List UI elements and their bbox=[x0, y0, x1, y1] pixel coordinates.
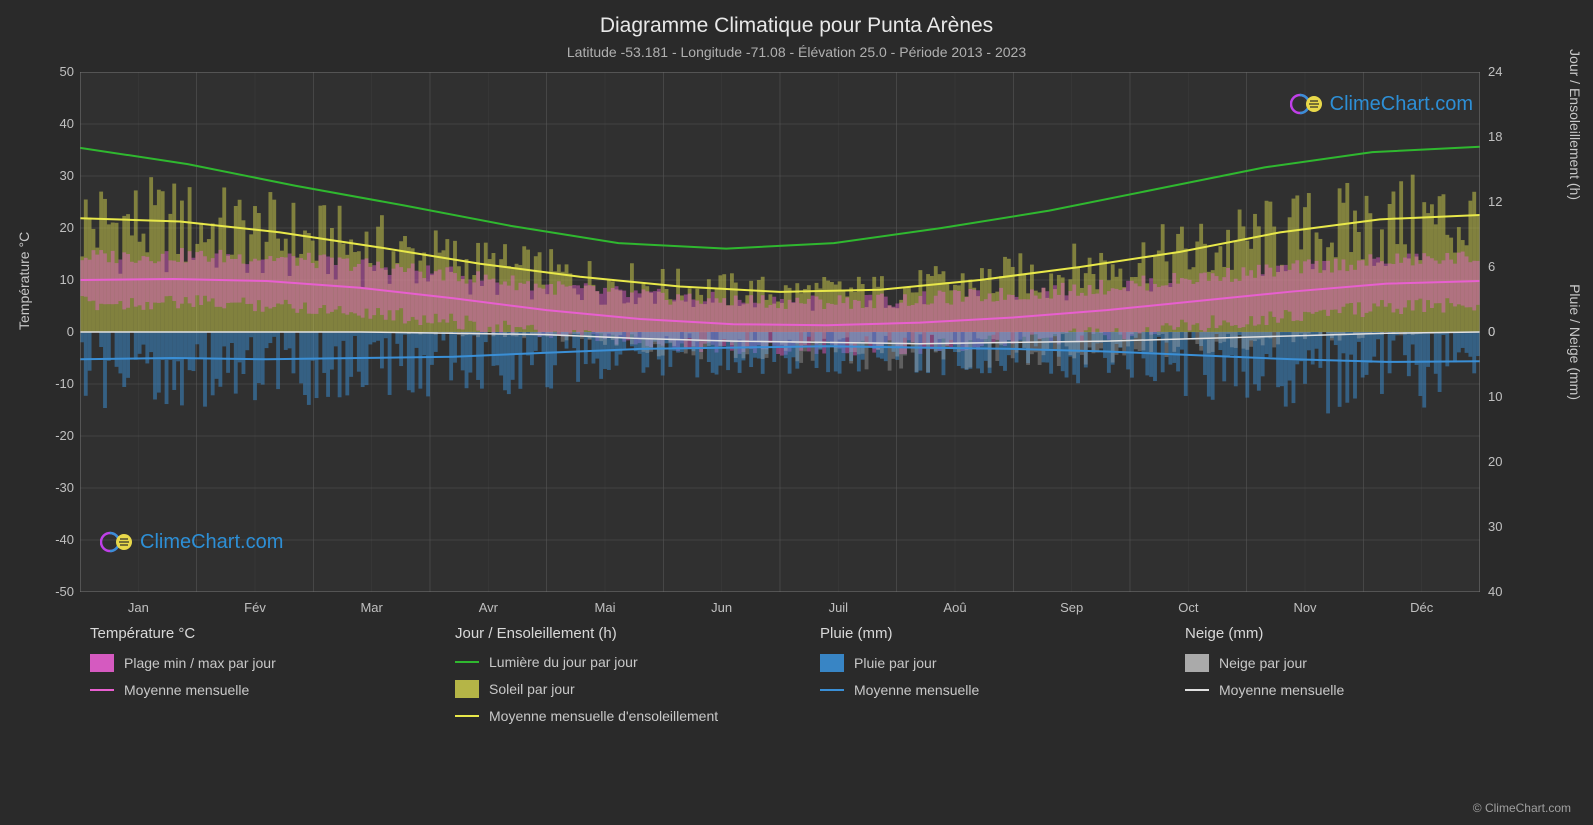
legend-swatch bbox=[455, 661, 479, 663]
chart-subtitle: Latitude -53.181 - Longitude -71.08 - Él… bbox=[0, 44, 1593, 60]
legend-swatch bbox=[1185, 689, 1209, 691]
watermark-text: ClimeChart.com bbox=[1330, 93, 1473, 116]
x-tick-month: Aoû bbox=[925, 600, 985, 615]
chart-svg bbox=[80, 72, 1480, 592]
logo-icon bbox=[100, 530, 134, 554]
legend-item: Moyenne mensuelle d'ensoleillement bbox=[455, 708, 780, 724]
legend-swatch bbox=[820, 689, 844, 691]
y-axis-left-label: Température °C bbox=[16, 232, 32, 330]
chart-title: Diagramme Climatique pour Punta Arènes bbox=[0, 0, 1593, 38]
legend-title: Jour / Ensoleillement (h) bbox=[455, 625, 780, 642]
climate-chart-container: Diagramme Climatique pour Punta Arènes L… bbox=[0, 0, 1593, 825]
legend-label: Moyenne mensuelle d'ensoleillement bbox=[489, 708, 718, 724]
legend-label: Neige par jour bbox=[1219, 655, 1307, 671]
x-tick-month: Mar bbox=[342, 600, 402, 615]
legend-title: Neige (mm) bbox=[1185, 625, 1510, 642]
legend-label: Plage min / max par jour bbox=[124, 655, 276, 671]
copyright-text: © ClimeChart.com bbox=[1473, 801, 1571, 815]
y-axis-right-top-label: Jour / Ensoleillement (h) bbox=[1567, 49, 1583, 200]
y-tick-right-bottom: 0 bbox=[1488, 324, 1495, 339]
x-tick-month: Juil bbox=[808, 600, 868, 615]
y-tick-left: 20 bbox=[48, 220, 74, 235]
y-tick-right-bottom: 20 bbox=[1488, 454, 1502, 469]
legend-swatch bbox=[455, 680, 479, 698]
y-tick-left: 50 bbox=[48, 64, 74, 79]
legend-item: Pluie par jour bbox=[820, 654, 1145, 672]
legend: Température °C Plage min / max par jour M… bbox=[90, 625, 1510, 734]
watermark-bottom: ClimeChart.com bbox=[100, 530, 283, 554]
legend-item: Moyenne mensuelle bbox=[1185, 682, 1510, 698]
y-tick-left: -20 bbox=[48, 428, 74, 443]
y-tick-left: 40 bbox=[48, 116, 74, 131]
legend-item: Neige par jour bbox=[1185, 654, 1510, 672]
legend-label: Lumière du jour par jour bbox=[489, 654, 638, 670]
y-tick-left: -10 bbox=[48, 376, 74, 391]
legend-item: Plage min / max par jour bbox=[90, 654, 415, 672]
y-tick-left: -50 bbox=[48, 584, 74, 599]
y-tick-left: -40 bbox=[48, 532, 74, 547]
x-tick-month: Fév bbox=[225, 600, 285, 615]
legend-label: Moyenne mensuelle bbox=[1219, 682, 1344, 698]
legend-item: Moyenne mensuelle bbox=[90, 682, 415, 698]
y-tick-left: -30 bbox=[48, 480, 74, 495]
y-axis-right-bottom-label: Pluie / Neige (mm) bbox=[1567, 284, 1583, 400]
legend-swatch bbox=[455, 715, 479, 717]
legend-swatch bbox=[820, 654, 844, 672]
x-tick-month: Jan bbox=[108, 600, 168, 615]
legend-item: Soleil par jour bbox=[455, 680, 780, 698]
y-tick-left: 0 bbox=[48, 324, 74, 339]
y-tick-right-top: 6 bbox=[1488, 259, 1495, 274]
y-tick-left: 30 bbox=[48, 168, 74, 183]
x-tick-month: Déc bbox=[1392, 600, 1452, 615]
x-tick-month: Nov bbox=[1275, 600, 1335, 615]
legend-label: Soleil par jour bbox=[489, 681, 575, 697]
chart-plot-area bbox=[80, 72, 1480, 592]
y-tick-right-top: 24 bbox=[1488, 64, 1502, 79]
y-tick-right-top: 18 bbox=[1488, 129, 1502, 144]
legend-item: Lumière du jour par jour bbox=[455, 654, 780, 670]
y-tick-left: 10 bbox=[48, 272, 74, 287]
legend-swatch bbox=[90, 689, 114, 691]
legend-title: Température °C bbox=[90, 625, 415, 642]
legend-item: Moyenne mensuelle bbox=[820, 682, 1145, 698]
legend-title: Pluie (mm) bbox=[820, 625, 1145, 642]
legend-swatch bbox=[90, 654, 114, 672]
logo-icon bbox=[1290, 92, 1324, 116]
legend-col-snow: Neige (mm) Neige par jour Moyenne mensuel… bbox=[1185, 625, 1510, 734]
x-tick-month: Sep bbox=[1042, 600, 1102, 615]
legend-col-daylight: Jour / Ensoleillement (h) Lumière du jou… bbox=[455, 625, 780, 734]
legend-swatch bbox=[1185, 654, 1209, 672]
legend-col-temperature: Température °C Plage min / max par jour M… bbox=[90, 625, 415, 734]
x-tick-month: Mai bbox=[575, 600, 635, 615]
x-tick-month: Jun bbox=[692, 600, 752, 615]
legend-label: Moyenne mensuelle bbox=[124, 682, 249, 698]
legend-label: Moyenne mensuelle bbox=[854, 682, 979, 698]
x-tick-month: Avr bbox=[458, 600, 518, 615]
legend-label: Pluie par jour bbox=[854, 655, 937, 671]
x-tick-month: Oct bbox=[1158, 600, 1218, 615]
watermark-text: ClimeChart.com bbox=[140, 531, 283, 554]
y-tick-right-bottom: 10 bbox=[1488, 389, 1502, 404]
y-tick-right-top: 12 bbox=[1488, 194, 1502, 209]
y-tick-right-bottom: 40 bbox=[1488, 584, 1502, 599]
legend-col-rain: Pluie (mm) Pluie par jour Moyenne mensuel… bbox=[820, 625, 1145, 734]
watermark-top: ClimeChart.com bbox=[1290, 92, 1473, 116]
y-tick-right-bottom: 30 bbox=[1488, 519, 1502, 534]
